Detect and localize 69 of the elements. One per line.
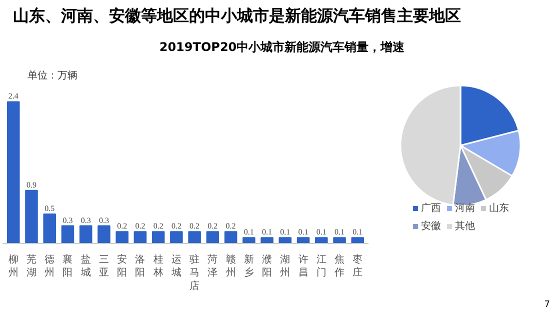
x-tick-label: 许昌 [298, 254, 308, 279]
bar [278, 237, 292, 244]
data-label: 0.1 [280, 228, 290, 237]
data-label: 0.3 [62, 216, 73, 225]
x-tick-label: 襄阳 [62, 254, 73, 279]
data-label: 0.1 [352, 228, 363, 237]
x-tick-label: 运城 [170, 254, 182, 279]
legend-label: 其他 [455, 220, 475, 233]
data-label: 0.2 [226, 222, 236, 231]
bar [98, 225, 110, 244]
chart-subtitle: 2019TOP20中小城市新能源汽车销量，增速 [159, 39, 405, 56]
x-tick-label: 新乡 [244, 254, 254, 279]
data-label: 0.3 [80, 216, 91, 225]
bar [152, 231, 165, 244]
bar [351, 237, 364, 244]
x-tick-label: 湖州 [280, 254, 290, 279]
legend-label: 安徽 [421, 220, 441, 233]
data-label: 0.3 [98, 216, 109, 225]
data-label: 0.2 [117, 222, 128, 231]
bar [333, 237, 346, 244]
data-label: 0.5 [44, 204, 55, 213]
bar [188, 231, 201, 244]
x-tick-label: 驻马店 [190, 254, 200, 292]
x-tick-label: 菏泽 [208, 254, 218, 279]
x-tick-label: 洛阳 [135, 254, 146, 279]
legend-label: 广西 [421, 202, 441, 215]
data-label: 2.4 [8, 92, 18, 101]
x-tick-label: 安阳 [117, 254, 128, 279]
bar [170, 231, 183, 244]
data-label: 0.1 [334, 228, 345, 237]
bar [260, 237, 274, 244]
bar [116, 231, 128, 244]
x-tick-label: 三亚 [98, 254, 109, 279]
bar [43, 213, 56, 244]
y-axis-title: 单位：万辆 [28, 70, 78, 82]
bar [224, 231, 238, 244]
x-tick-label: 柳州 [8, 254, 18, 279]
bar [25, 190, 38, 244]
x-tick-label: 盐城 [80, 254, 91, 279]
bar [206, 231, 220, 244]
x-tick-label: 濮阳 [262, 254, 272, 279]
x-tick-label: 江门 [316, 254, 326, 279]
x-tick-label: 桂林 [152, 254, 164, 279]
data-label: 0.1 [262, 228, 272, 237]
data-label: 0.2 [153, 222, 164, 231]
data-label: 0.2 [171, 222, 182, 231]
legend-label: 山东 [489, 202, 509, 215]
data-label: 0.1 [298, 228, 308, 237]
bar [242, 237, 256, 244]
bar [296, 237, 310, 244]
bar [6, 101, 20, 244]
x-tick-label: 焦作 [334, 254, 345, 279]
data-label: 0.2 [208, 222, 218, 231]
x-tick-label: 德州 [44, 254, 55, 279]
x-tick-label: 芜湖 [26, 254, 36, 279]
data-label: 0.1 [316, 228, 326, 237]
legend-label: 河南 [455, 202, 475, 215]
x-tick-label: 枣庄 [352, 254, 363, 279]
data-label: 0.1 [244, 228, 254, 237]
data-label: 0.9 [26, 180, 36, 190]
bar [134, 231, 147, 244]
data-label: 0.2 [190, 222, 200, 231]
chart-title: 山东、河南、安徽等地区的中小城市是新能源汽车销售主要地区 [13, 5, 461, 27]
text: 7 [544, 299, 550, 312]
x-tick-label: 赣州 [226, 254, 236, 279]
bar [315, 237, 328, 244]
data-label: 0.2 [135, 222, 146, 231]
bar [79, 225, 92, 244]
bar [61, 225, 74, 244]
